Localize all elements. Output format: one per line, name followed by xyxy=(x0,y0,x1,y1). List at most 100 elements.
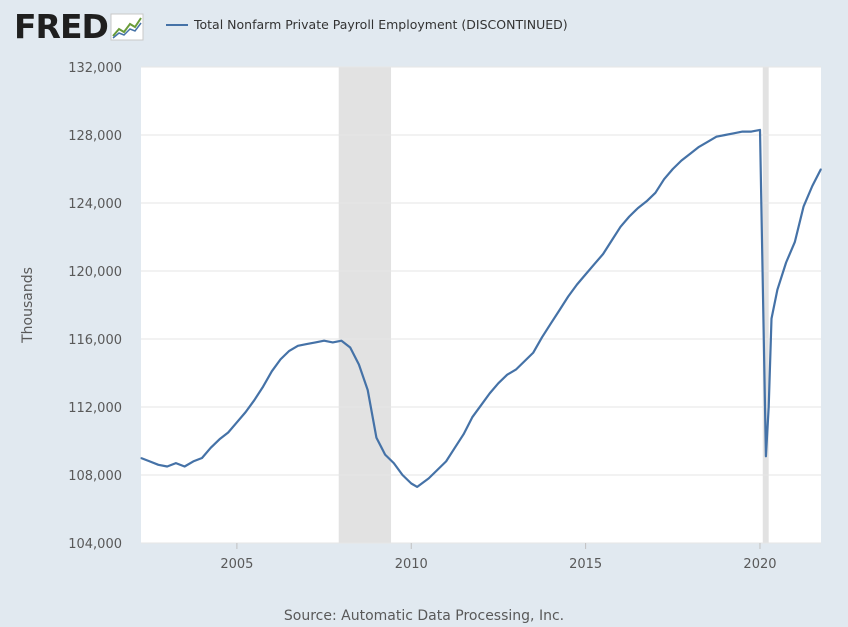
data-point xyxy=(689,153,691,155)
data-point xyxy=(416,486,418,488)
data-point xyxy=(279,358,282,360)
y-tick-label: 120,000 xyxy=(68,265,122,280)
x-tick-label: 2010 xyxy=(395,557,428,572)
data-point xyxy=(611,239,613,241)
data-point xyxy=(637,207,639,209)
data-point xyxy=(184,465,186,468)
data-point xyxy=(733,132,735,134)
x-tick-label: 2020 xyxy=(743,557,776,572)
data-point xyxy=(149,460,151,462)
data-point xyxy=(175,462,177,464)
y-axis-label: Thousands xyxy=(20,267,36,344)
data-point xyxy=(271,370,273,372)
data-point xyxy=(593,263,595,265)
data-point xyxy=(567,295,569,298)
data-point xyxy=(349,346,351,349)
data-point xyxy=(715,136,718,138)
data-point xyxy=(663,178,665,180)
data-point xyxy=(785,261,787,264)
data-point xyxy=(236,421,238,423)
data-point xyxy=(489,392,491,394)
data-point xyxy=(428,477,430,479)
data-point xyxy=(262,386,264,388)
data-point xyxy=(410,482,412,485)
data-point xyxy=(707,141,709,143)
data-point xyxy=(288,350,290,352)
data-point xyxy=(445,460,447,462)
data-point xyxy=(245,411,247,413)
data-point xyxy=(436,469,438,471)
data-point xyxy=(680,159,683,162)
data-point xyxy=(393,462,395,464)
data-point xyxy=(375,437,377,439)
y-tick-label: 112,000 xyxy=(68,401,122,416)
data-point xyxy=(576,284,578,286)
data-point xyxy=(367,389,369,391)
data-point xyxy=(654,192,657,194)
y-tick-label: 128,000 xyxy=(68,129,122,144)
data-point xyxy=(166,465,168,468)
data-point xyxy=(210,447,212,449)
data-point xyxy=(384,454,386,456)
data-point xyxy=(602,253,604,255)
data-point xyxy=(724,134,726,136)
x-axis-ticks: 2005 2010 2015 2020 xyxy=(220,543,777,572)
data-point xyxy=(140,457,142,459)
fred-chart-mark-icon xyxy=(110,13,144,41)
data-point xyxy=(515,369,517,371)
data-point xyxy=(811,185,813,187)
data-point xyxy=(672,168,674,170)
data-point xyxy=(776,289,779,291)
data-point xyxy=(192,460,194,462)
fred-logo[interactable]: FRED xyxy=(14,10,144,44)
data-point xyxy=(765,455,767,457)
data-point xyxy=(550,323,552,325)
data-point xyxy=(770,318,773,320)
data-point xyxy=(541,336,543,338)
data-point xyxy=(297,345,299,347)
data-point xyxy=(340,340,343,342)
y-tick-label: 108,000 xyxy=(68,469,122,484)
data-point xyxy=(759,129,761,131)
series-points xyxy=(140,129,822,488)
data-point xyxy=(201,457,203,459)
data-point xyxy=(585,273,587,275)
recession-band xyxy=(762,67,769,543)
line-chart: 104,000 108,000 112,000 116,000 120,000 124,0… xyxy=(20,61,822,572)
data-point xyxy=(750,131,752,133)
y-tick-label: 116,000 xyxy=(68,333,122,348)
data-point xyxy=(314,341,316,343)
data-point xyxy=(506,374,508,376)
chart-legend[interactable]: Total Nonfarm Private Payroll Employment… xyxy=(166,17,568,32)
data-point xyxy=(524,360,526,362)
data-point xyxy=(471,416,473,418)
data-point xyxy=(532,352,534,354)
data-point xyxy=(454,447,456,449)
fred-logo-text: FRED xyxy=(14,7,109,46)
data-point xyxy=(646,200,648,202)
y-tick-label: 104,000 xyxy=(68,537,122,552)
data-point xyxy=(619,226,622,228)
data-point xyxy=(768,406,770,408)
recession-band xyxy=(338,67,392,543)
data-point xyxy=(358,363,360,366)
data-point xyxy=(463,433,465,435)
x-tick-label: 2015 xyxy=(569,557,602,572)
data-point xyxy=(218,438,221,440)
data-point xyxy=(253,399,255,401)
data-point xyxy=(306,343,308,345)
y-tick-label: 124,000 xyxy=(68,197,122,212)
data-point xyxy=(401,474,404,476)
data-point xyxy=(497,382,499,384)
legend-series-label: Total Nonfarm Private Payroll Employment… xyxy=(194,17,568,32)
source-note: Source: Automatic Data Processing, Inc. xyxy=(283,608,565,624)
data-point xyxy=(628,216,630,218)
data-point xyxy=(741,131,744,133)
gridlines xyxy=(141,66,821,544)
plot-area xyxy=(141,67,821,543)
data-point xyxy=(698,146,700,148)
recession-shading-layer xyxy=(338,67,769,543)
data-point xyxy=(803,205,805,207)
y-axis-ticks: 104,000 108,000 112,000 116,000 120,000 124,0… xyxy=(68,61,122,552)
data-point xyxy=(332,341,334,343)
